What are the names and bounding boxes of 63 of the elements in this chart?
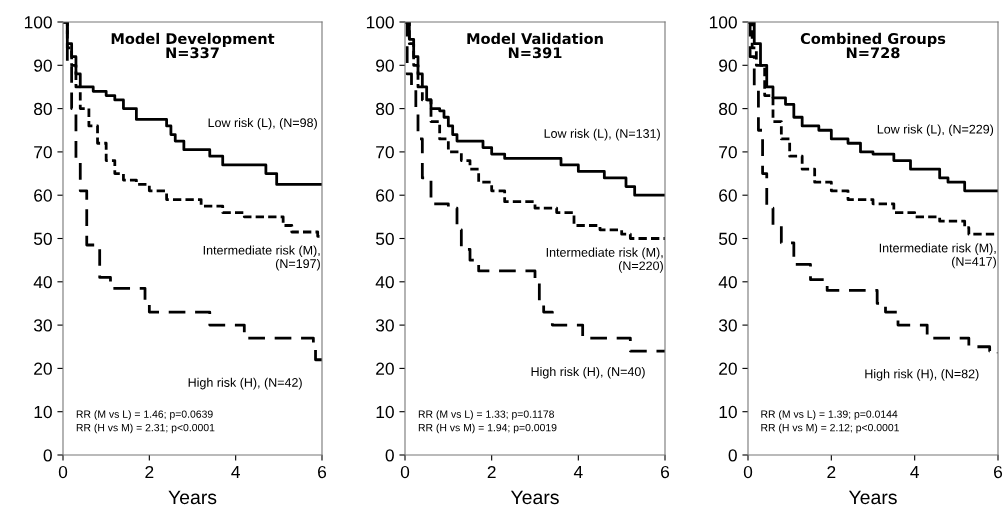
x-tick-label: 4 (910, 466, 919, 478)
x-tick-label: 4 (231, 466, 240, 478)
y-tick-label: 40 (375, 275, 394, 289)
series-label: Low risk (L), (N=131) (544, 128, 660, 141)
x-tick-label: 2 (487, 465, 496, 478)
series-label: High risk (H), (N=40) (531, 366, 645, 379)
y-tick-label: 10 (719, 405, 737, 419)
x-tick-label: 4 (573, 466, 583, 478)
x-tick-label: 6 (318, 465, 327, 479)
annotation: RR (M vs L) = 1.33; p=0.1178 RR (H vs M) = 1.94; p=0.0019 (418, 410, 557, 434)
y-tick-label: 70 (376, 146, 394, 159)
x-tick-label: 2 (145, 465, 154, 478)
y-tick-label: 60 (719, 189, 737, 202)
x-tick-label: 2 (827, 465, 836, 478)
x-tick-label: 6 (994, 465, 1003, 479)
y-tick-label: 0 (728, 449, 737, 462)
y-tick-label: 40 (718, 275, 737, 289)
y-tick-label: 30 (33, 319, 52, 332)
y-tick-label: 0 (43, 449, 52, 462)
y-tick-label: 100 (709, 16, 737, 29)
x-tick-label: 0 (743, 465, 753, 479)
annotation: RR (M vs L) = 1.39; p=0.0144 RR (H vs M) = 2.12; p<0.0001 (761, 410, 899, 434)
y-tick-label: 50 (718, 232, 737, 245)
series-label: Low risk (L), (N=98) (208, 117, 317, 130)
x-axis-title: Years (168, 490, 217, 505)
y-tick-label: 60 (376, 189, 394, 202)
series-label: Intermediate risk (M), (N=220) (546, 247, 663, 273)
y-tick-label: 20 (34, 362, 52, 375)
text: Model Validation N=391 (467, 32, 603, 59)
y-tick-label: 70 (719, 146, 737, 159)
y-tick-label: 100 (366, 16, 394, 29)
y-tick-label: 40 (33, 275, 52, 289)
x-tick-label: 6 (661, 465, 670, 479)
series-label: High risk (H), (N=82) (865, 369, 979, 381)
y-tick-label: 50 (33, 232, 52, 245)
y-tick-label: 20 (376, 362, 394, 375)
y-tick-label: 70 (34, 146, 52, 159)
annotation: RR (M vs L) = 1.46; p=0.0639 RR (H vs M) = 2.31; p<0.0001 (76, 410, 215, 434)
series-label: High risk (H), (N=42) (188, 377, 302, 390)
y-tick-label: 10 (376, 405, 394, 419)
y-tick-label: 80 (376, 102, 394, 116)
text: Combined Groups N=728 (800, 32, 946, 59)
x-axis-title: Years (848, 490, 897, 505)
y-tick-label: 50 (375, 232, 394, 245)
y-tick-label: 90 (719, 59, 737, 72)
y-tick-label: 0 (385, 449, 394, 462)
y-tick-label: 20 (719, 362, 737, 375)
y-tick-label: 10 (34, 405, 52, 419)
x-tick-label: 0 (58, 465, 68, 479)
series-label: Intermediate risk (M), (N=417) (879, 243, 996, 269)
y-tick-label: 90 (34, 59, 52, 72)
y-tick-label: 60 (34, 189, 52, 202)
y-tick-label: 80 (719, 102, 737, 116)
text: Model Development N=337 (111, 32, 275, 59)
series-label: Low risk (L), (N=229) (877, 124, 994, 137)
y-tick-label: 80 (34, 102, 52, 116)
x-tick-label: 0 (400, 465, 410, 479)
y-tick-label: 90 (376, 59, 394, 72)
y-tick-label: 100 (24, 16, 52, 29)
x-axis-title: Years (510, 490, 559, 505)
y-tick-label: 30 (718, 319, 737, 332)
series-label: Intermediate risk (M), (N=197) (203, 245, 320, 271)
y-tick-label: 30 (375, 319, 394, 332)
